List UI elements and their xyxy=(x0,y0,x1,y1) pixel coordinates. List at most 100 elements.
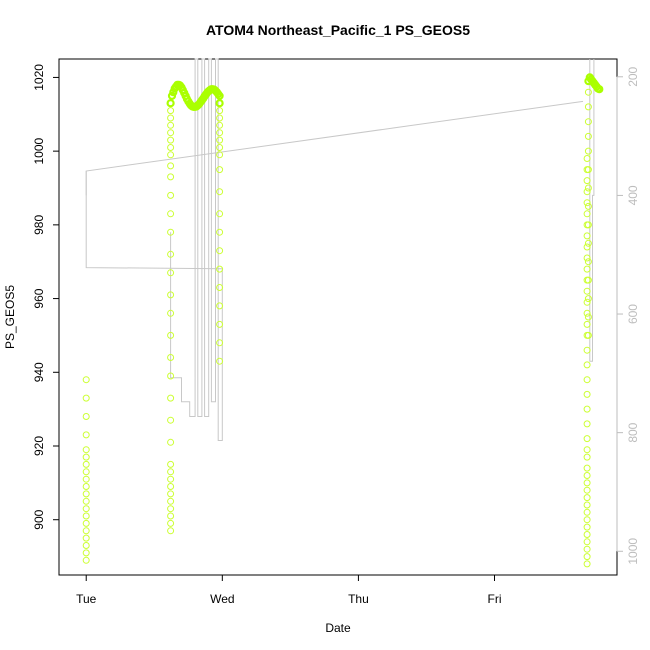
plot-area xyxy=(58,58,618,576)
data-point xyxy=(583,453,591,461)
data-point xyxy=(216,320,224,328)
data-point xyxy=(583,538,591,546)
y-tick-label: 980 xyxy=(32,215,46,235)
data-point xyxy=(584,88,592,96)
data-point xyxy=(216,129,224,137)
data-point xyxy=(583,494,591,502)
data-point xyxy=(583,309,591,317)
data-point xyxy=(167,269,175,277)
data-point xyxy=(583,346,591,354)
data-point xyxy=(167,162,175,170)
data-point xyxy=(584,313,592,321)
data-point xyxy=(167,136,175,144)
data-point xyxy=(584,331,592,339)
data-point xyxy=(82,483,90,490)
data-point xyxy=(167,210,175,218)
data-point xyxy=(583,501,591,509)
data-point xyxy=(583,177,591,185)
data-point xyxy=(584,184,592,192)
data-point xyxy=(167,475,175,483)
y-tick-label: 1000 xyxy=(32,137,46,164)
data-point xyxy=(583,320,591,328)
data-point xyxy=(583,287,591,295)
data-point xyxy=(167,512,175,520)
data-point xyxy=(82,549,90,557)
data-point xyxy=(583,210,591,218)
data-point xyxy=(583,435,591,443)
data-point xyxy=(583,464,591,472)
data-point xyxy=(583,243,591,251)
x-axis-label: Date xyxy=(325,621,351,635)
data-point xyxy=(216,247,224,255)
data-point xyxy=(82,453,90,461)
y2-axis: 200 400 600 800 1000 xyxy=(616,66,640,565)
data-point xyxy=(82,505,90,513)
data-point xyxy=(167,468,175,476)
data-point xyxy=(216,302,224,310)
data-point xyxy=(583,420,591,428)
data-point xyxy=(584,239,592,247)
data-point xyxy=(583,361,591,369)
data-point xyxy=(82,431,90,439)
x-tick-label: Tue xyxy=(76,592,97,606)
data-point xyxy=(167,331,175,339)
data-point xyxy=(584,132,592,140)
data-point xyxy=(82,519,90,527)
y-axis: 900 920 940 960 980 1000 1020 xyxy=(32,64,60,530)
data-point xyxy=(167,309,175,317)
data-point xyxy=(167,121,175,129)
data-point xyxy=(167,250,175,258)
data-point xyxy=(583,390,591,398)
data-point xyxy=(583,531,591,538)
data-point xyxy=(583,254,591,262)
y-tick-label: 960 xyxy=(32,288,46,308)
data-point xyxy=(82,394,90,402)
data-point xyxy=(584,295,592,303)
data-point xyxy=(216,107,224,115)
x-axis: Tue Wed Thu Fri xyxy=(76,574,502,606)
data-point xyxy=(82,497,90,505)
data-point xyxy=(167,114,175,122)
y-axis-label: PS_GEOS5 xyxy=(3,285,17,349)
data-point xyxy=(216,121,224,129)
data-point xyxy=(167,129,175,137)
y2-tick-label: 800 xyxy=(626,422,640,442)
data-point xyxy=(216,357,224,365)
data-point xyxy=(583,376,591,384)
data-point xyxy=(584,118,592,126)
data-point xyxy=(167,144,175,151)
data-point xyxy=(167,173,175,181)
data-point xyxy=(583,523,591,531)
data-point xyxy=(584,221,592,229)
data-point xyxy=(167,505,175,513)
data-point xyxy=(584,166,592,174)
data-point xyxy=(584,103,592,111)
y2-tick-label: 200 xyxy=(626,66,640,86)
data-point xyxy=(167,497,175,505)
data-point xyxy=(166,99,175,108)
y-tick-label: 1020 xyxy=(32,64,46,91)
data-point xyxy=(583,486,591,494)
data-point xyxy=(216,136,224,144)
data-point xyxy=(583,553,591,561)
data-point xyxy=(167,107,175,115)
data-point xyxy=(167,490,175,498)
x-tick-label: Wed xyxy=(210,592,234,606)
data-point xyxy=(583,265,591,273)
data-point xyxy=(82,512,90,520)
data-point xyxy=(216,166,224,174)
data-point xyxy=(167,228,175,236)
data-point xyxy=(216,228,224,236)
data-point xyxy=(583,232,591,240)
series-line xyxy=(85,171,223,270)
data-points xyxy=(82,73,604,568)
data-point xyxy=(82,542,90,549)
data-point xyxy=(167,519,175,527)
x-tick-label: Thu xyxy=(348,592,369,606)
data-point xyxy=(583,560,591,568)
data-point xyxy=(583,188,591,196)
data-point xyxy=(583,446,591,454)
data-point xyxy=(167,483,175,490)
data-point xyxy=(583,472,591,479)
